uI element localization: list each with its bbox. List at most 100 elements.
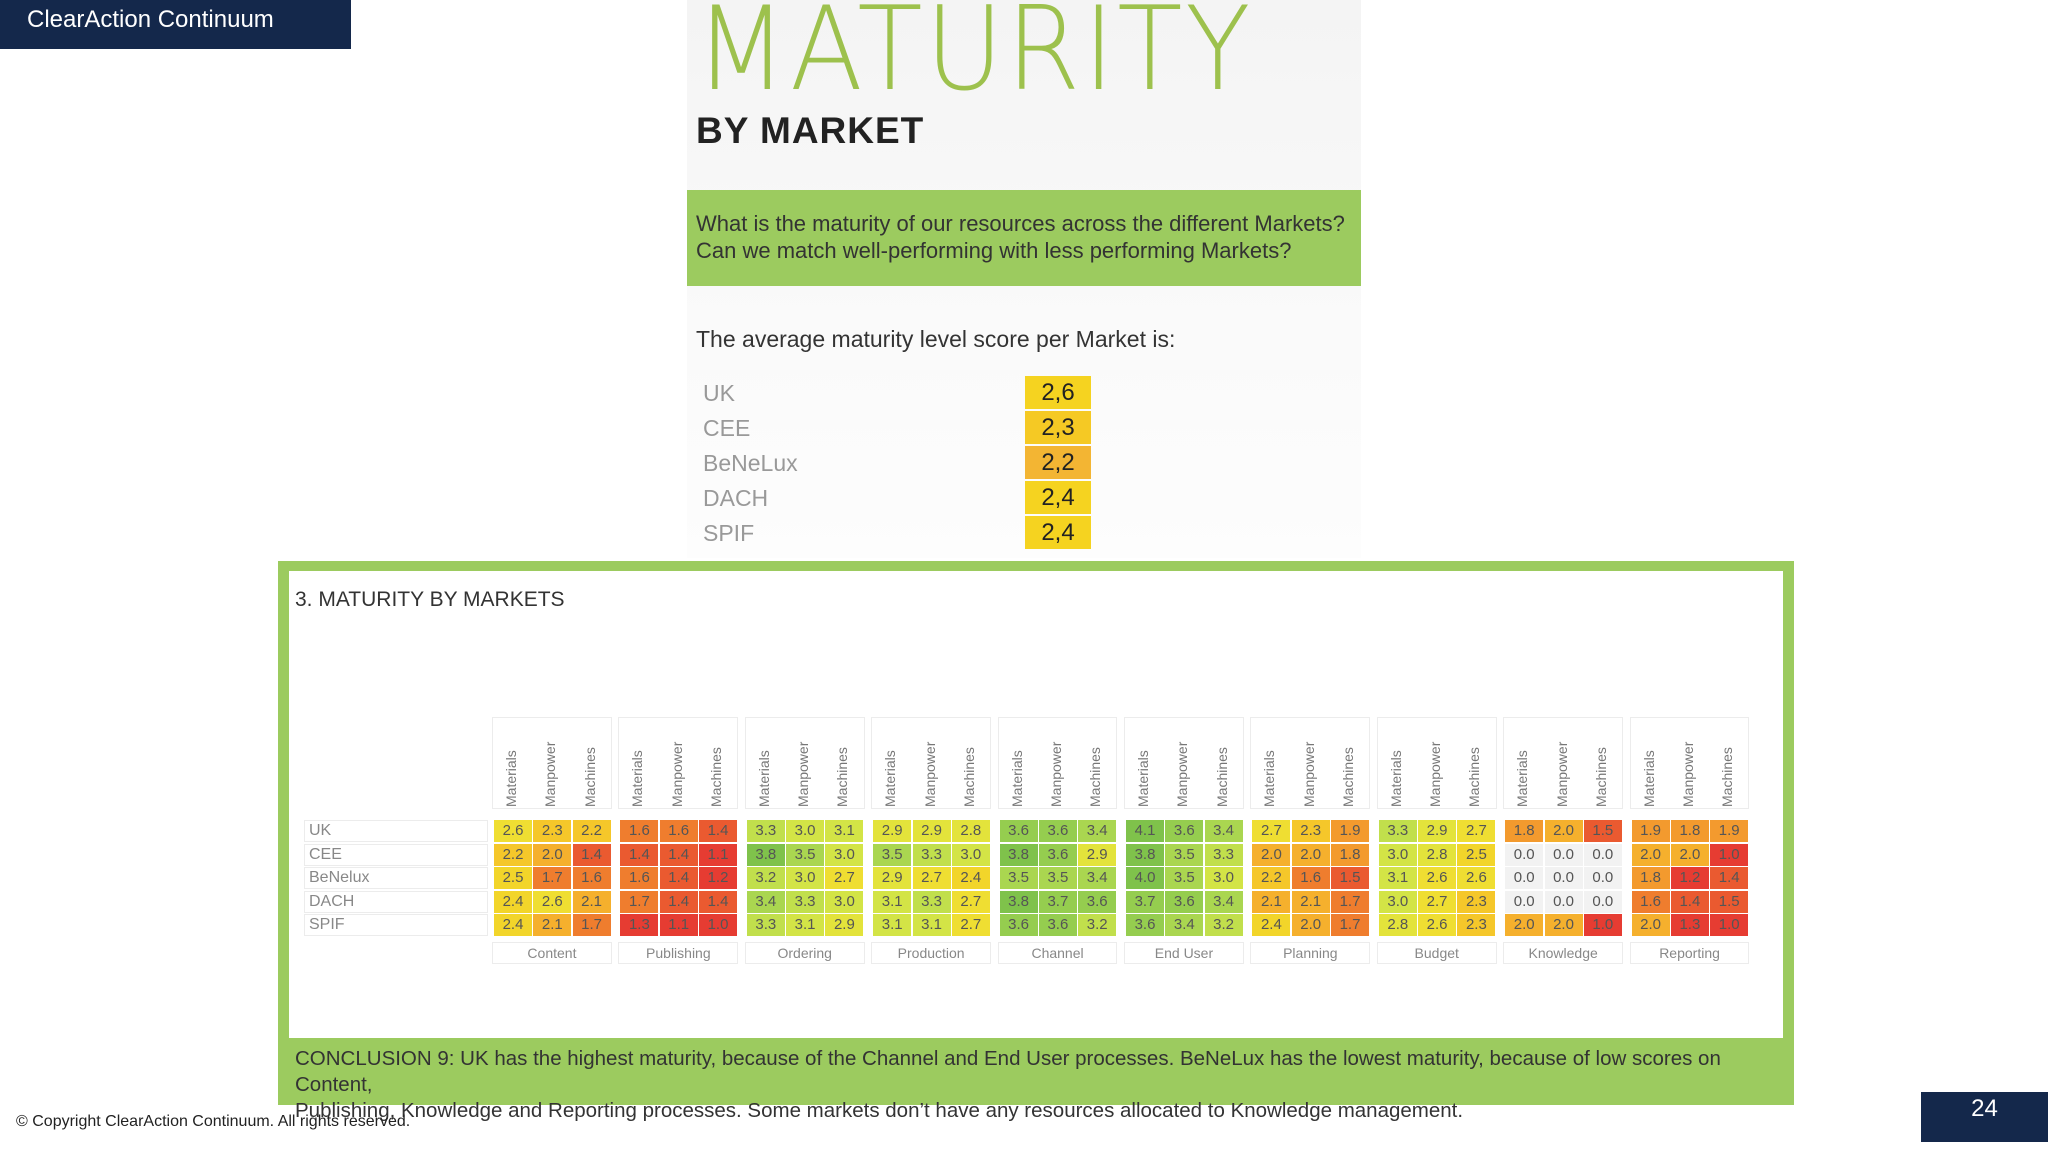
resource-label: Manpower: [921, 741, 938, 807]
heatmap-cell: 1.6: [572, 867, 611, 890]
process-column-group: [1124, 717, 1244, 809]
heatmap-cell: 3.6: [999, 914, 1038, 937]
resource-label: Machines: [1466, 747, 1483, 807]
heatmap-cell: 1.7: [1331, 914, 1369, 937]
process-label: Knowledge: [1503, 942, 1624, 964]
heatmap-cell: 1.9: [1331, 820, 1369, 842]
process-label: Publishing: [618, 942, 739, 964]
resource-column-header: Manpower: [913, 721, 949, 807]
heatmap-cell: 2.0: [1670, 843, 1709, 866]
heatmap-cell: 3.4: [1078, 820, 1117, 842]
process-column-group: [1376, 717, 1497, 809]
resource-label: Materials: [755, 750, 772, 807]
question-box: What is the maturity of our resources ac…: [687, 190, 1361, 286]
heatmap-cell: 2.0: [1291, 843, 1330, 866]
resource-column-header: Materials: [873, 721, 909, 807]
heatmap-cell: 2.2: [572, 820, 611, 842]
heatmap-cell: 3.1: [873, 914, 912, 937]
heatmap-cell: 3.7: [1126, 890, 1164, 913]
resource-column-header: Manpower: [1545, 721, 1581, 807]
market-score-badge: 2,4: [1025, 481, 1091, 514]
resource-label: Machines: [708, 747, 724, 807]
heatmap-cell: 3.0: [825, 843, 864, 866]
heatmap-cell: 3.3: [746, 820, 785, 842]
process-column-group: [744, 717, 865, 809]
heatmap-cell: 1.4: [572, 843, 611, 866]
heatmap-cell: 2.4: [494, 914, 532, 937]
heatmap-cell: 1.7: [620, 890, 659, 913]
heatmap-cell: 2.0: [533, 843, 572, 866]
heatmap-cell: 1.4: [659, 890, 698, 913]
heatmap-cell: 1.6: [620, 820, 659, 842]
heatmap-cell: 1.3: [620, 914, 659, 937]
heatmap-cell: 1.0: [1710, 914, 1749, 937]
process-column-group: [1503, 717, 1624, 809]
matrix-frame: 3. MATURITY BY MARKETS Content Publishing…: [289, 571, 1783, 1038]
heatmap-cell: 2.6: [533, 890, 572, 913]
market-row-label: CEE: [304, 843, 488, 866]
average-score-row: BeNeLux 2,2: [703, 446, 1113, 481]
market-row-label: DACH: [304, 890, 488, 913]
average-score-row: SPIF 2,4: [703, 516, 1113, 551]
heatmap-cell: 1.6: [659, 820, 698, 842]
heatmap-cell: 2.6: [1418, 914, 1457, 937]
market-name: DACH: [703, 485, 769, 511]
heatmap-cell: 0.0: [1583, 843, 1622, 866]
resource-column-header: Materials: [1000, 721, 1036, 807]
heatmap-cell: 1.4: [1670, 890, 1709, 913]
resource-column-header: Machines: [1710, 721, 1746, 807]
heatmap-cell: 1.8: [1670, 820, 1709, 842]
resource-column-header: Machines: [1331, 721, 1367, 807]
heatmap-cell: 3.0: [1378, 890, 1417, 913]
heatmap-cell: 3.6: [1165, 890, 1204, 913]
heatmap-cell: 2.0: [1631, 843, 1670, 866]
market-name: BeNeLux: [703, 450, 798, 476]
market-score-badge: 2,2: [1025, 446, 1091, 479]
heatmap-cell: 3.2: [1204, 914, 1243, 937]
heatmap-cell: 3.4: [1204, 820, 1243, 842]
heatmap-cell: 3.6: [999, 820, 1038, 842]
heatmap-cell: 3.2: [746, 867, 785, 890]
process-label: Budget: [1376, 942, 1497, 964]
heatmap-cell: 2.6: [1457, 867, 1496, 890]
heatmap-cell: 3.8: [1126, 843, 1164, 866]
maturity-matrix-panel: 3. MATURITY BY MARKETS Content Publishing…: [278, 561, 1794, 1122]
heatmap-cell: 1.4: [659, 867, 698, 890]
resource-column-header: Machines: [573, 721, 609, 807]
heatmap-cell: 3.8: [999, 843, 1038, 866]
resource-column-header: Materials: [620, 721, 656, 807]
heatmap-cell: 3.0: [786, 867, 825, 890]
market-name: SPIF: [703, 520, 755, 546]
heatmap-cell: 3.6: [1165, 820, 1204, 842]
average-score-row: DACH 2,4: [703, 481, 1113, 516]
heatmap-cell: 2.6: [1418, 867, 1457, 890]
heatmap-cell: 3.0: [1204, 867, 1243, 890]
resource-label: Manpower: [795, 741, 812, 807]
heatmap-cell: 3.0: [825, 890, 864, 913]
resource-label: Manpower: [1300, 741, 1317, 807]
heatmap-cell: 2.2: [494, 843, 532, 866]
process-label: Ordering: [744, 942, 865, 964]
resource-label: Materials: [1008, 750, 1025, 807]
resource-label: Manpower: [1427, 741, 1444, 807]
resource-column-header: Manpower: [1418, 721, 1454, 807]
heatmap-cell: 1.8: [1505, 820, 1544, 842]
process-label: Reporting: [1629, 942, 1750, 964]
heatmap-cell: 1.0: [699, 914, 737, 937]
heatmap-cell: 3.3: [786, 890, 825, 913]
heatmap-cell: 4.0: [1126, 867, 1164, 890]
resource-label: Materials: [882, 750, 899, 807]
heatmap-cell: 1.1: [699, 843, 737, 866]
conclusion-text: CONCLUSION 9: UK has the highest maturit…: [295, 1046, 1785, 1124]
heatmap-cell: 2.9: [1418, 820, 1457, 842]
heatmap-cell: 1.5: [1331, 867, 1369, 890]
heatmap-cell: 3.0: [786, 820, 825, 842]
resource-column-header: Machines: [699, 721, 735, 807]
heatmap-cell: 3.5: [786, 843, 825, 866]
section-title: 3. MATURITY BY MARKETS: [295, 588, 565, 611]
resource-column-header: Materials: [1505, 721, 1541, 807]
infographic-top-panel: MATURITY BY MARKET What is the maturity …: [687, 0, 1361, 558]
heatmap-cell: 3.6: [1038, 820, 1077, 842]
heatmap-cell: 3.2: [1078, 914, 1117, 937]
resource-column-header: Materials: [1379, 721, 1415, 807]
